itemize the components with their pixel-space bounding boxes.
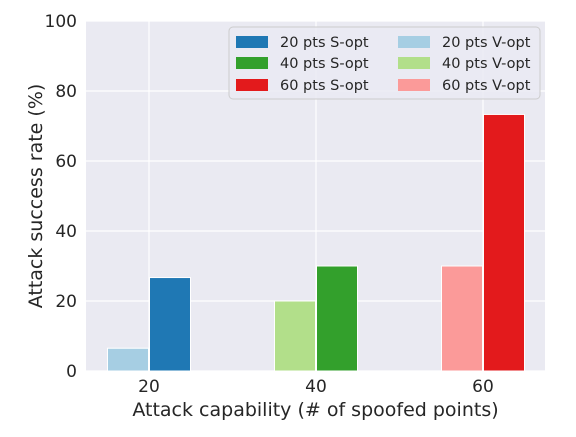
legend-swatch-20-pts-s-opt [236, 36, 268, 48]
y-tick-label-20: 20 [55, 292, 77, 312]
x-tick-labels: 20 40 60 [138, 377, 494, 397]
y-tick-label-80: 80 [55, 82, 77, 102]
legend-label-20-pts-v-opt: 20 pts V-opt [442, 35, 531, 51]
bar-20-pts-s-opt [149, 277, 191, 372]
y-axis-label: Attack success rate (%) [25, 84, 47, 309]
x-tick-label-40: 40 [305, 377, 327, 397]
y-tick-label-0: 0 [66, 362, 77, 382]
legend-swatch-40-pts-v-opt [398, 57, 430, 69]
legend-swatch-40-pts-s-opt [236, 57, 268, 69]
bar-60-pts-s-opt [483, 113, 525, 372]
legend-label-60-pts-v-opt: 60 pts V-opt [442, 78, 531, 94]
bar-40-pts-v-opt [274, 300, 316, 372]
legend-swatch-60-pts-s-opt [236, 79, 268, 91]
bar-40-pts-s-opt [316, 265, 358, 372]
x-tick-label-60: 60 [472, 377, 494, 397]
x-axis-label: Attack capability (# of spoofed points) [132, 399, 498, 421]
legend-label-40-pts-s-opt: 40 pts S-opt [280, 56, 369, 72]
legend: 20 pts S-opt 20 pts V-opt 40 pts S-opt 40 p… [228, 26, 541, 100]
y-tick-label-100: 100 [45, 12, 77, 32]
bars [107, 113, 525, 372]
y-tick-label-60: 60 [55, 152, 77, 172]
legend-label-20-pts-s-opt: 20 pts S-opt [280, 35, 369, 51]
legend-swatch-60-pts-v-opt [398, 79, 430, 91]
y-tick-labels: 0 20 40 60 80 100 [45, 12, 77, 382]
y-tick-label-40: 40 [55, 222, 77, 242]
bar-60-pts-v-opt [441, 265, 483, 372]
legend-swatch-20-pts-v-opt [398, 36, 430, 48]
bar-20-pts-v-opt [107, 347, 149, 372]
x-tick-label-20: 20 [138, 377, 160, 397]
legend-box [228, 26, 541, 100]
legend-label-60-pts-s-opt: 60 pts S-opt [280, 78, 369, 94]
legend-label-40-pts-v-opt: 40 pts V-opt [442, 56, 531, 72]
